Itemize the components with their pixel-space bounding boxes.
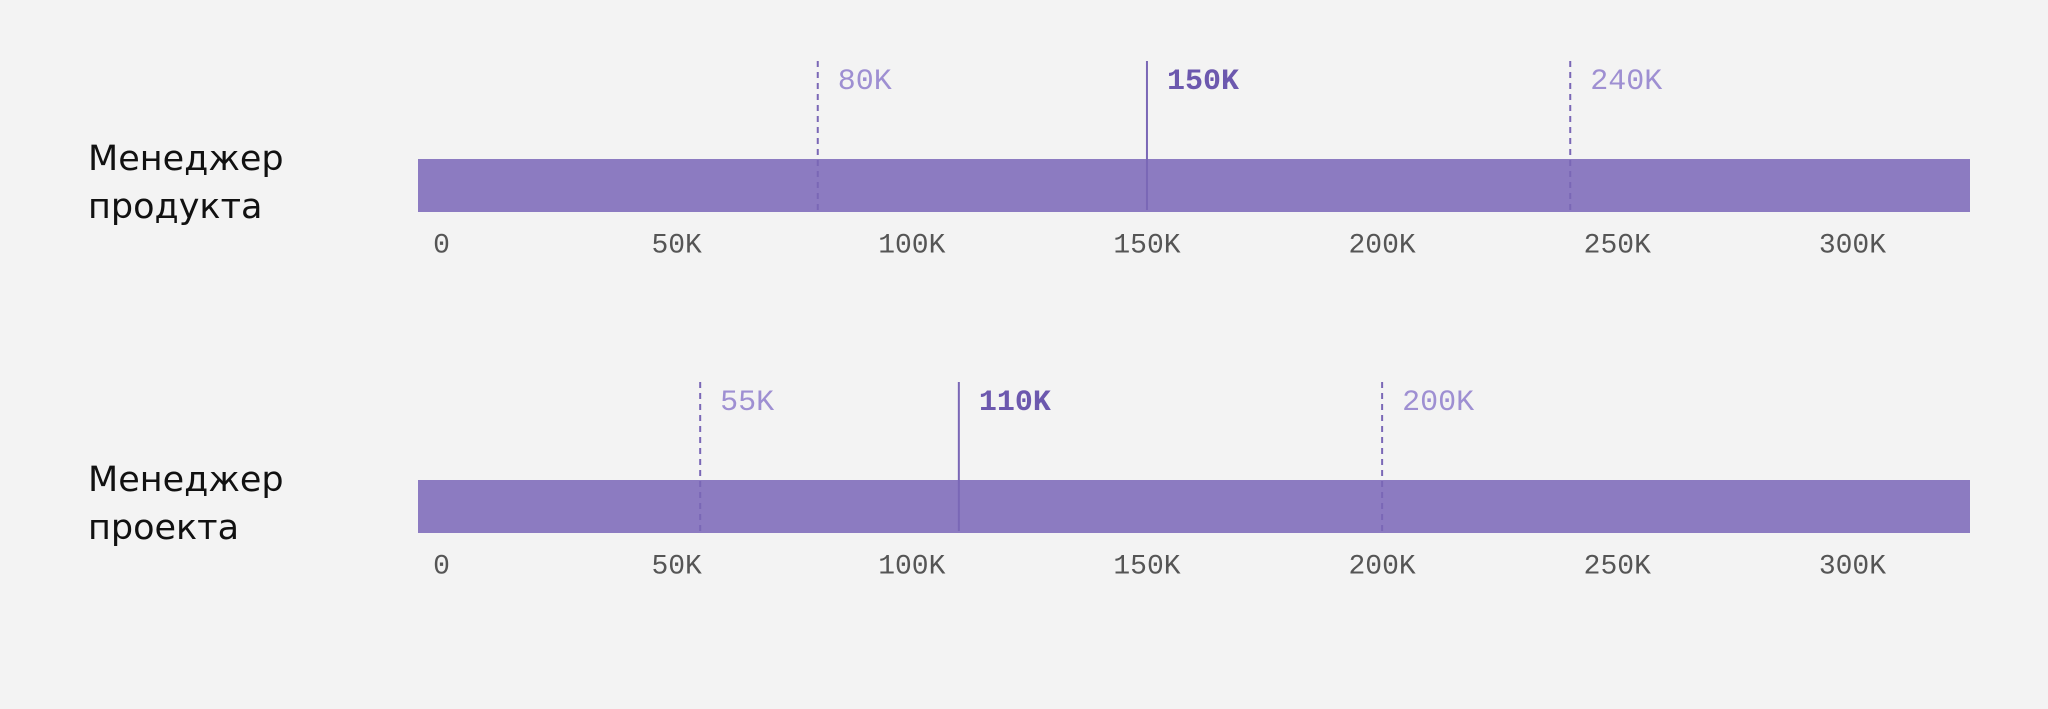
x-tick-label: 200K — [1349, 551, 1416, 582]
marker-label: 110K — [979, 386, 1051, 420]
row-title: Менеджер проекта — [88, 460, 284, 548]
marker-label: 80K — [838, 65, 892, 99]
marker-label: 240K — [1590, 65, 1662, 99]
x-tick-label: 300K — [1819, 551, 1886, 582]
x-tick-label: 300K — [1819, 230, 1886, 261]
x-tick-label: 0 — [433, 230, 450, 261]
marker-label: 55K — [720, 386, 774, 420]
x-tick-label: 100K — [878, 551, 945, 582]
x-tick-label: 150K — [1113, 551, 1180, 582]
x-tick-label: 200K — [1349, 230, 1416, 261]
x-tick-label: 150K — [1113, 230, 1180, 261]
x-tick-label: 250K — [1584, 230, 1651, 261]
x-tick-label: 250K — [1584, 551, 1651, 582]
range-bar — [418, 480, 1970, 533]
x-tick-label: 50K — [651, 551, 702, 582]
range-bar — [418, 159, 1970, 212]
x-tick-label: 0 — [433, 551, 450, 582]
marker-label: 200K — [1402, 386, 1474, 420]
x-tick-label: 100K — [878, 230, 945, 261]
row-title: Менеджер продукта — [88, 139, 284, 227]
x-tick-label: 50K — [651, 230, 702, 261]
marker-label: 150K — [1167, 65, 1239, 99]
